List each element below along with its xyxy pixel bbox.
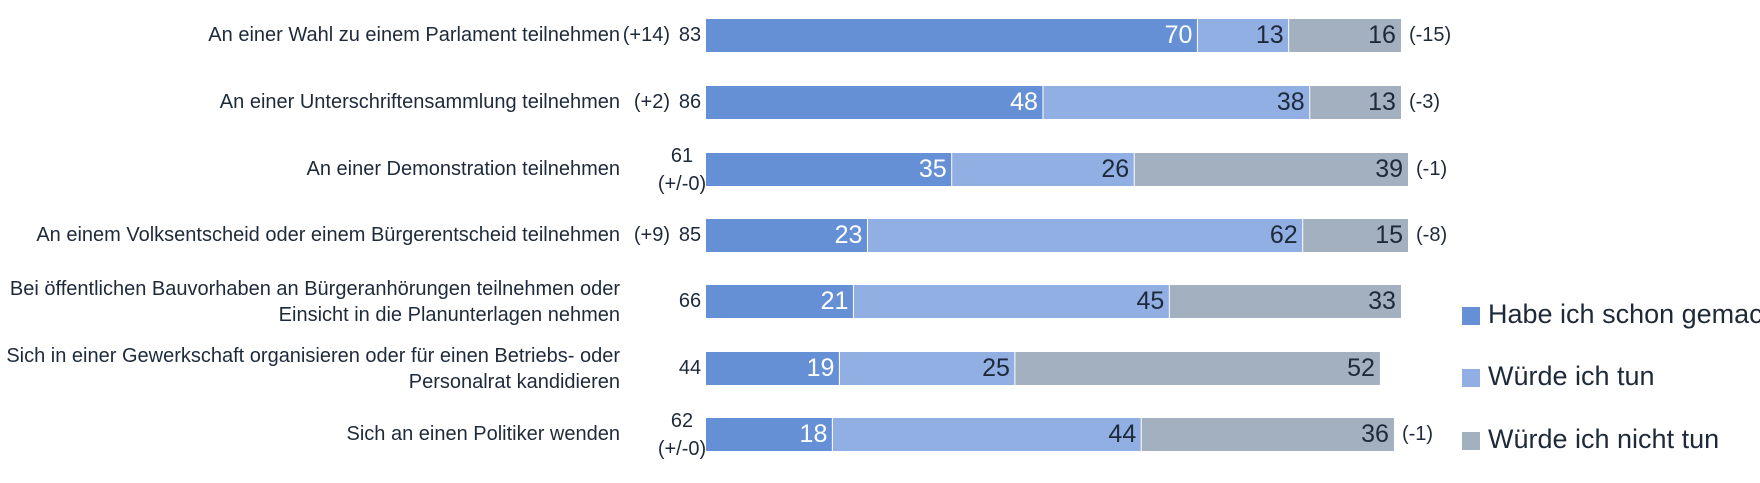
category-label: An einer Wahl zu einem Parlament teilneh…: [208, 24, 620, 46]
bar-segment: [1042, 86, 1310, 119]
total-value: 61: [671, 145, 693, 167]
bar-segment: [706, 418, 833, 451]
category-label: Bei öffentlichen Bauvorhaben an Bürgeran…: [10, 278, 620, 300]
legend-label: Würde ich nicht tun: [1488, 424, 1719, 454]
bar-segment: [706, 19, 1198, 52]
change-value: (+14): [623, 24, 670, 46]
category-label: An einer Demonstration teilnehmen: [306, 158, 620, 180]
data-label: 15: [1375, 221, 1403, 249]
bar-segment: [706, 86, 1043, 119]
change-value: (-3): [1409, 91, 1440, 113]
bar-segment: [853, 285, 1170, 318]
change-value: (-1): [1402, 423, 1433, 445]
bar-segment: [1197, 19, 1289, 52]
data-label: 70: [1165, 21, 1193, 49]
data-label: 18: [800, 420, 828, 448]
total-value: 62: [671, 410, 693, 432]
bar-segment: [1169, 285, 1401, 318]
change-value: (-8): [1416, 224, 1447, 246]
data-label: 13: [1256, 21, 1284, 49]
category-label: Sich an einen Politiker wenden: [346, 423, 620, 445]
data-label: 62: [1270, 221, 1298, 249]
data-label: 45: [1137, 287, 1165, 315]
data-label: 23: [835, 221, 863, 249]
category-label: An einer Unterschriftensammlung teilnehm…: [220, 91, 620, 113]
change-value: (+/-0): [658, 438, 706, 460]
data-label: 36: [1361, 420, 1389, 448]
total-value: 44: [679, 357, 701, 379]
bar-segment: [1134, 153, 1408, 186]
data-label: 26: [1101, 155, 1129, 183]
category-label: Sich in einer Gewerkschaft organisieren …: [6, 345, 620, 367]
bar-segment: [832, 418, 1142, 451]
data-label: 16: [1368, 21, 1396, 49]
legend-swatch: [1462, 369, 1480, 387]
bar-segment: [706, 285, 854, 318]
legend-label: Habe ich schon gemacht: [1488, 299, 1760, 329]
legend-label: Würde ich tun: [1488, 361, 1655, 391]
category-label: An einem Volksentscheid oder einem Bürge…: [36, 224, 620, 246]
data-label: 44: [1108, 420, 1136, 448]
bar-segment: [706, 219, 868, 252]
category-label: Einsicht in die Planunterlagen nehmen: [279, 304, 620, 326]
bar-segment: [706, 153, 952, 186]
data-label: 52: [1347, 354, 1375, 382]
data-label: 39: [1375, 155, 1403, 183]
bar-segment: [1302, 219, 1408, 252]
total-value: 66: [679, 290, 701, 312]
change-value: (-1): [1416, 158, 1447, 180]
bar-segment: [1014, 352, 1380, 385]
data-label: 19: [807, 354, 835, 382]
change-value: (+2): [634, 91, 670, 113]
bar-segment: [839, 352, 1015, 385]
data-label: 48: [1010, 88, 1038, 116]
bar-segment: [1309, 86, 1401, 119]
data-label: 21: [821, 287, 849, 315]
bar-segment: [951, 153, 1135, 186]
bar-segment: [1141, 418, 1394, 451]
data-label: 35: [919, 155, 947, 183]
total-value: 86: [679, 91, 701, 113]
bar-segment: [706, 352, 840, 385]
change-value: (+9): [634, 224, 670, 246]
change-value: (+/-0): [658, 173, 706, 195]
bar-segment: [1288, 19, 1401, 52]
total-value: 85: [679, 224, 701, 246]
total-value: 83: [679, 24, 701, 46]
legend-swatch: [1462, 307, 1480, 325]
legend-swatch: [1462, 432, 1480, 450]
data-label: 25: [982, 354, 1010, 382]
data-label: 13: [1368, 88, 1396, 116]
data-label: 33: [1368, 287, 1396, 315]
data-label: 38: [1277, 88, 1305, 116]
category-label: Personalrat kandidieren: [409, 371, 620, 393]
change-value: (-15): [1409, 24, 1451, 46]
bar-segment: [867, 219, 1303, 252]
